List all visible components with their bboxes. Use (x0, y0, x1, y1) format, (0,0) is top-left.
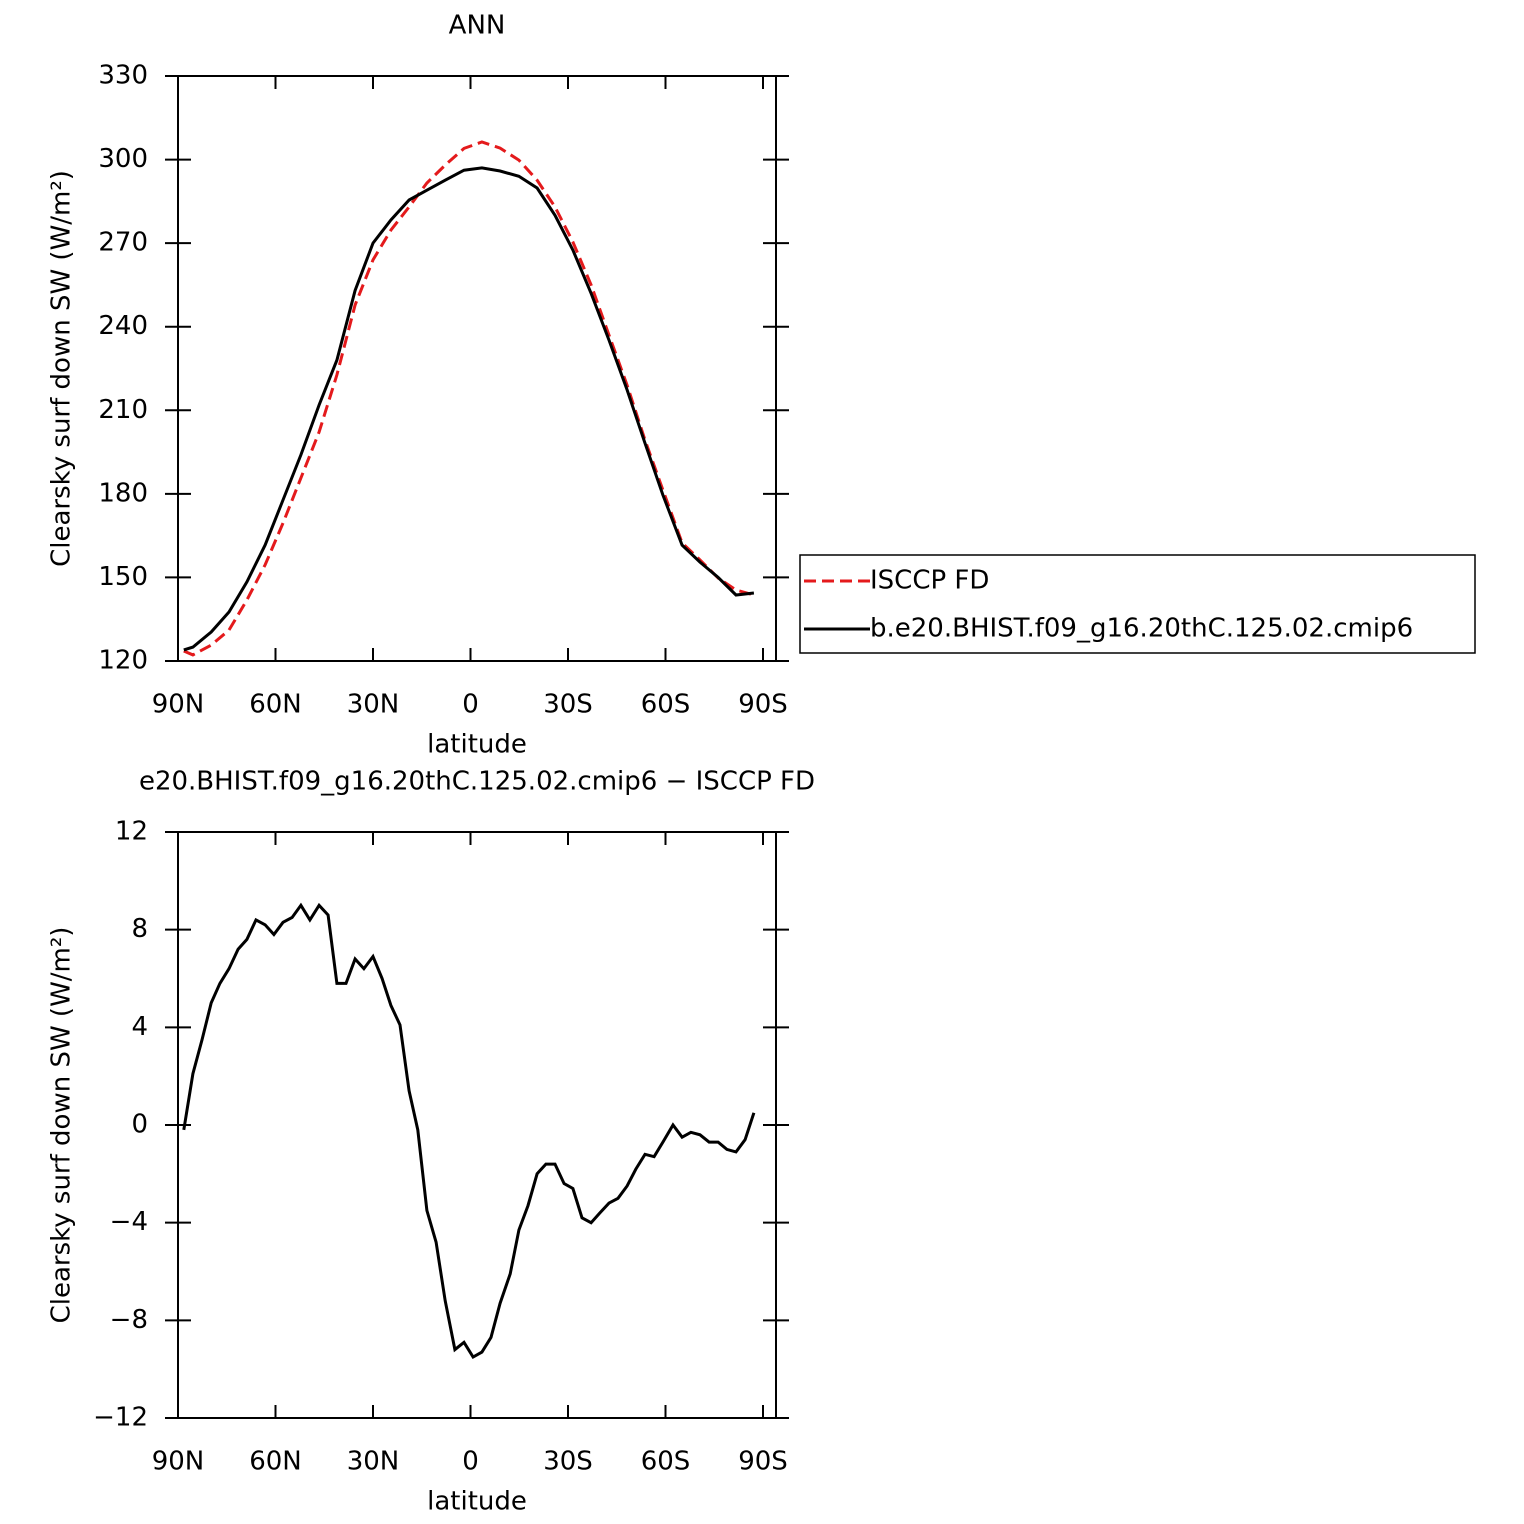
y-tick-label: 210 (98, 395, 148, 425)
y-tick-label: 8 (131, 914, 148, 944)
x-tick-label: 60S (641, 690, 691, 720)
y-tick-label: 120 (98, 646, 148, 676)
x-tick-label: 60S (641, 1447, 691, 1477)
y-tick-label: 12 (115, 817, 148, 847)
x-tick-label: 0 (462, 1447, 479, 1477)
y-tick-label: 240 (98, 311, 148, 341)
chart-title: e20.BHIST.f09_g16.20thC.125.02.cmip6 − I… (139, 767, 815, 797)
legend-label: ISCCP FD (870, 566, 989, 596)
data-line (183, 166, 755, 652)
x-tick-label: 0 (462, 690, 479, 720)
y-axis-label: Clearsky surf down SW (W/m²) (47, 170, 77, 567)
y-tick-label: 300 (98, 144, 148, 174)
x-tick-label: 60N (249, 1447, 302, 1477)
x-tick-label: 90N (152, 1447, 205, 1477)
x-axis-label: latitude (427, 1487, 527, 1517)
y-tick-label: −8 (110, 1305, 148, 1335)
x-tick-label: 30N (347, 690, 400, 720)
data-line (182, 902, 756, 1360)
y-tick-label: −12 (93, 1403, 148, 1433)
y-tick-label: 4 (131, 1012, 148, 1042)
chart-title: ANN (449, 11, 506, 41)
legend-label: b.e20.BHIST.f09_g16.20thC.125.02.cmip6 (870, 614, 1413, 644)
y-tick-label: 180 (98, 478, 148, 508)
y-axis-label: Clearsky surf down SW (W/m²) (47, 927, 77, 1324)
y-tick-label: 270 (98, 228, 148, 258)
x-tick-label: 90S (738, 1447, 788, 1477)
y-tick-label: 0 (131, 1110, 148, 1140)
plot-frame (177, 831, 777, 1419)
x-tick-label: 30S (543, 1447, 593, 1477)
plot-frame (177, 75, 777, 662)
x-tick-label: 30S (543, 690, 593, 720)
data-line (183, 140, 755, 657)
y-tick-label: −4 (110, 1207, 148, 1237)
x-tick-label: 60N (249, 690, 302, 720)
x-tick-label: 90N (152, 690, 205, 720)
x-tick-label: 30N (347, 1447, 400, 1477)
x-tick-label: 90S (738, 690, 788, 720)
legend-box (799, 554, 1476, 654)
y-tick-label: 330 (98, 61, 148, 91)
y-tick-label: 150 (98, 562, 148, 592)
x-axis-label: latitude (427, 730, 527, 760)
